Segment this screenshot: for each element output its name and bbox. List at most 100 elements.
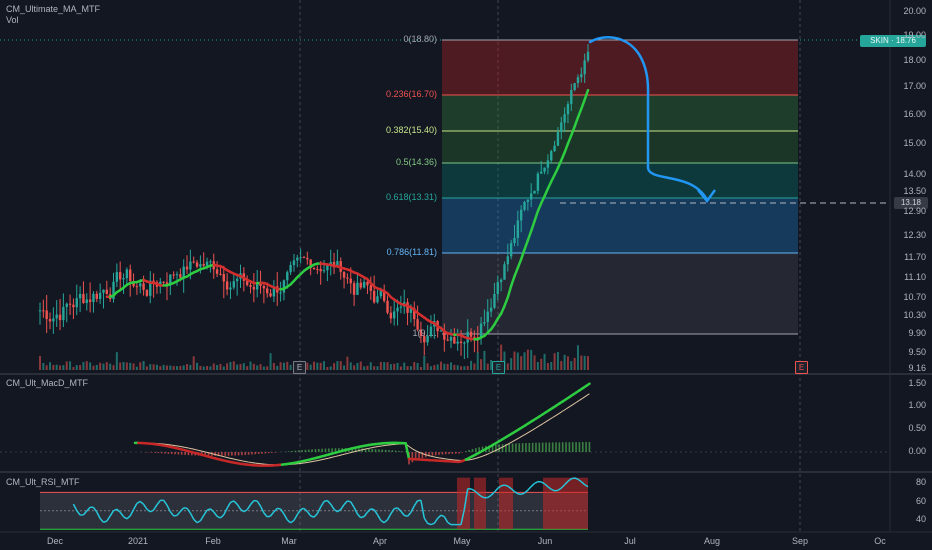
rsi-line-segment: [343, 500, 348, 506]
candle: [413, 308, 416, 320]
rsi-line-segment: [386, 513, 392, 521]
volume-bar: [429, 366, 432, 370]
candle: [372, 290, 376, 303]
moving-average-segment: [513, 266, 520, 278]
moving-average-segment: [509, 275, 516, 288]
macd-histogram-bar: [431, 452, 434, 456]
macd-histogram-bar: [394, 450, 397, 452]
macd-indicator-title[interactable]: CM_Ult_MacD_MTF: [6, 378, 89, 388]
candle: [249, 285, 252, 287]
volume-bar: [470, 360, 473, 370]
rsi-line-segment: [564, 480, 569, 486]
volume-bar: [339, 361, 342, 370]
macd-histogram-bar: [311, 449, 313, 452]
candle: [266, 288, 269, 294]
macd-signal-segment: [569, 404, 574, 408]
volume-bar: [79, 365, 82, 370]
time-tick-label: Oc: [874, 536, 886, 546]
candle: [493, 294, 496, 308]
macd-histogram-bar: [364, 448, 367, 452]
candle: [286, 272, 289, 281]
volume-bar: [39, 355, 41, 370]
macd-histogram-bar: [448, 452, 450, 454]
ma-indicator-title[interactable]: CM_Ultimate_MA_MTF: [6, 4, 101, 14]
macd-histogram-bar: [558, 442, 561, 452]
rsi-line-segment: [500, 484, 505, 487]
rsi-indicator-title[interactable]: CM_Ult_RSI_MTF: [6, 477, 80, 487]
moving-average-segment: [560, 151, 566, 162]
volume-bar: [570, 361, 573, 370]
macd-signal-segment: [572, 402, 577, 406]
volume-bar: [232, 361, 235, 370]
rsi-line-segment: [447, 521, 452, 526]
earnings-marker-may[interactable]: E: [492, 361, 505, 374]
macd-histogram-bar: [488, 445, 490, 452]
macd-signal-segment: [428, 455, 433, 458]
moving-average-segment: [580, 98, 586, 111]
macd-tick-label: 1.00: [908, 400, 926, 410]
rsi-line-segment: [323, 499, 328, 503]
candle: [78, 293, 82, 299]
candle: [392, 311, 396, 319]
volume-bar: [363, 366, 366, 370]
macd-histogram-bar: [237, 452, 240, 456]
candle: [272, 286, 276, 297]
volume-bar: [219, 363, 222, 370]
macd-signal-segment: [235, 458, 239, 461]
candle: [352, 283, 356, 295]
candle: [533, 190, 536, 194]
macd-histogram-bar: [257, 452, 260, 454]
candle: [453, 336, 456, 344]
rsi-line-segment: [390, 508, 395, 515]
rsi-overbought-zone: [499, 477, 513, 530]
rsi-line-segment: [383, 519, 388, 524]
earnings-marker-aug[interactable]: E: [795, 361, 808, 374]
volume-bar: [109, 363, 112, 370]
volume-label[interactable]: Vol: [6, 15, 19, 25]
volume-bar: [359, 361, 362, 370]
rsi-line-segment: [186, 507, 191, 514]
volume-bar: [162, 364, 165, 370]
volume-bar: [583, 355, 586, 370]
macd-histogram-bar: [515, 443, 517, 452]
volume-bar: [169, 365, 172, 370]
macd-histogram-bar: [388, 450, 390, 452]
volume-bar: [129, 362, 132, 370]
macd-histogram-bar: [468, 450, 470, 452]
candle: [75, 298, 78, 308]
rsi-line-segment: [480, 495, 485, 499]
rsi-line-segment: [360, 515, 365, 519]
earnings-marker-mar[interactable]: E: [293, 361, 306, 374]
macd-signal-segment: [515, 437, 520, 441]
volume-bar: [540, 358, 543, 370]
macd-histogram-bar: [291, 450, 293, 452]
price-tick-label: 10.30: [903, 310, 926, 320]
candle: [446, 339, 449, 341]
macd-histogram-bar: [297, 450, 300, 452]
macd-signal-segment: [181, 446, 186, 448]
rsi-line-segment: [129, 509, 135, 517]
rsi-line-segment: [156, 499, 161, 506]
candle: [580, 74, 583, 78]
last-price-symbol: SKIN: [870, 36, 889, 45]
rsi-line-segment: [163, 499, 168, 506]
macd-histogram-bar: [581, 442, 584, 452]
candle: [319, 268, 322, 272]
candle: [509, 243, 513, 257]
macd-histogram-bar: [565, 442, 567, 452]
macd-histogram-bar: [331, 448, 333, 452]
rsi-line-segment: [443, 516, 449, 523]
volume-bar: [399, 366, 402, 370]
rsi-line-segment: [580, 481, 586, 486]
macd-signal-segment: [472, 457, 476, 460]
volume-bar: [476, 352, 479, 370]
macd-histogram-bar: [334, 448, 337, 452]
candle: [570, 90, 573, 105]
rsi-line-segment: [470, 488, 475, 492]
volume-bar: [376, 366, 379, 370]
macd-signal-segment: [355, 450, 359, 452]
candle: [162, 281, 165, 283]
volume-bar: [42, 362, 45, 370]
volume-bar: [346, 356, 349, 370]
